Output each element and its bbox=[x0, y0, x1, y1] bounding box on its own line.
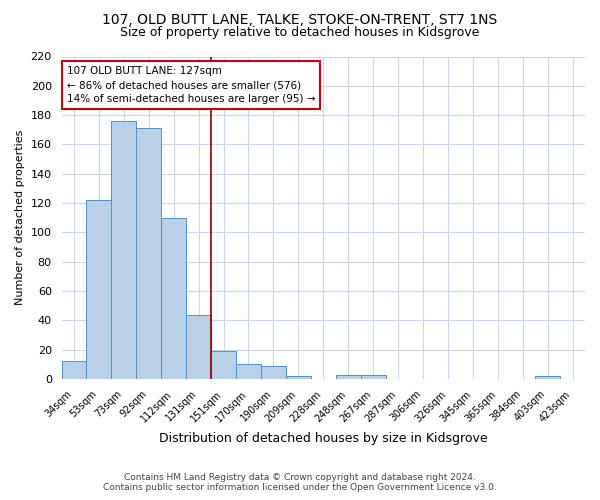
Bar bbox=[535, 376, 560, 379]
Text: Contains HM Land Registry data © Crown copyright and database right 2024.
Contai: Contains HM Land Registry data © Crown c… bbox=[103, 473, 497, 492]
Bar bbox=[336, 374, 361, 379]
Bar bbox=[286, 376, 311, 379]
Bar bbox=[86, 200, 112, 379]
Bar bbox=[236, 364, 261, 379]
Bar bbox=[261, 366, 286, 379]
Bar bbox=[211, 351, 236, 379]
Text: 107 OLD BUTT LANE: 127sqm
← 86% of detached houses are smaller (576)
14% of semi: 107 OLD BUTT LANE: 127sqm ← 86% of detac… bbox=[67, 66, 315, 104]
Bar bbox=[62, 362, 86, 379]
Text: Size of property relative to detached houses in Kidsgrove: Size of property relative to detached ho… bbox=[121, 26, 479, 39]
Y-axis label: Number of detached properties: Number of detached properties bbox=[15, 130, 25, 306]
Text: 107, OLD BUTT LANE, TALKE, STOKE-ON-TRENT, ST7 1NS: 107, OLD BUTT LANE, TALKE, STOKE-ON-TREN… bbox=[103, 12, 497, 26]
Bar bbox=[361, 374, 386, 379]
Bar bbox=[161, 218, 186, 379]
Bar bbox=[112, 121, 136, 379]
Bar bbox=[186, 314, 211, 379]
Bar bbox=[136, 128, 161, 379]
X-axis label: Distribution of detached houses by size in Kidsgrove: Distribution of detached houses by size … bbox=[159, 432, 488, 445]
